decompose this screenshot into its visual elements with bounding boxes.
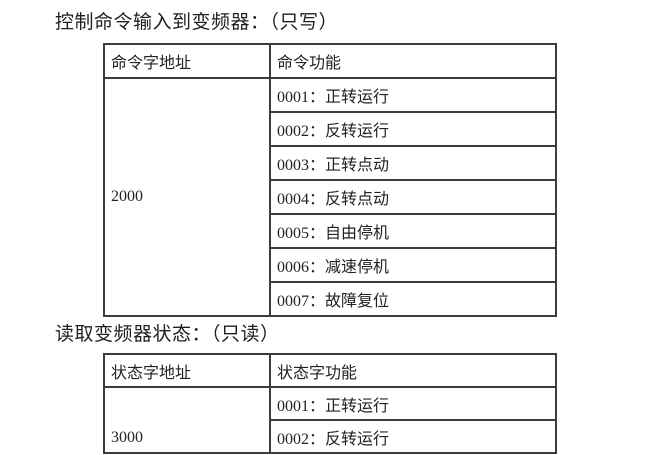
table-row: 0005：自由停机 <box>104 213 557 249</box>
command-function-cell: 0002：反转运行 <box>269 111 557 147</box>
command-word-table: 命令字地址 命令功能 2000 0001：正转运行 0002：反转运行 0003… <box>103 43 557 317</box>
command-function-cell: 0006：减速停机 <box>269 247 557 283</box>
table-row: 0004：反转点动 <box>104 179 557 215</box>
table-row: 0006：减速停机 <box>104 247 557 283</box>
section-heading-control-commands: 控制命令输入到变频器：（只写） <box>55 12 339 33</box>
command-function-cell: 0003：正转点动 <box>269 145 557 181</box>
command-function-cell: 0004：反转点动 <box>269 179 557 215</box>
table-row: 2000 0001：正转运行 <box>103 77 557 317</box>
table-row: 3000 0001：正转运行 <box>103 386 557 454</box>
command-function-cell: 0001：正转运行 <box>269 77 557 113</box>
table-header-row: 命令字地址 命令功能 <box>103 43 557 79</box>
status-word-table: 状态字地址 状态字功能 3000 0001：正转运行 0002：反转运行 <box>103 353 557 454</box>
table-row: 0002：反转运行 <box>104 419 557 454</box>
command-address-cell: 2000 <box>103 77 271 317</box>
column-header-command-address: 命令字地址 <box>103 43 271 79</box>
status-function-cell: 0001：正转运行 <box>269 386 557 421</box>
section-heading-read-status: 读取变频器状态：（只读） <box>55 324 280 345</box>
command-function-cell: 0007：故障复位 <box>269 281 557 317</box>
status-function-cell: 0002：反转运行 <box>269 419 557 454</box>
table-row: 0002：反转运行 <box>104 111 557 147</box>
command-function-cell: 0005：自由停机 <box>269 213 557 249</box>
status-address-cell: 3000 <box>103 386 271 454</box>
table-row: 0007：故障复位 <box>104 281 557 317</box>
table-row: 0003：正转点动 <box>104 145 557 181</box>
column-header-status-function: 状态字功能 <box>269 353 557 388</box>
column-header-status-address: 状态字地址 <box>103 353 271 388</box>
column-header-command-function: 命令功能 <box>269 43 557 79</box>
table-header-row: 状态字地址 状态字功能 <box>103 353 557 388</box>
